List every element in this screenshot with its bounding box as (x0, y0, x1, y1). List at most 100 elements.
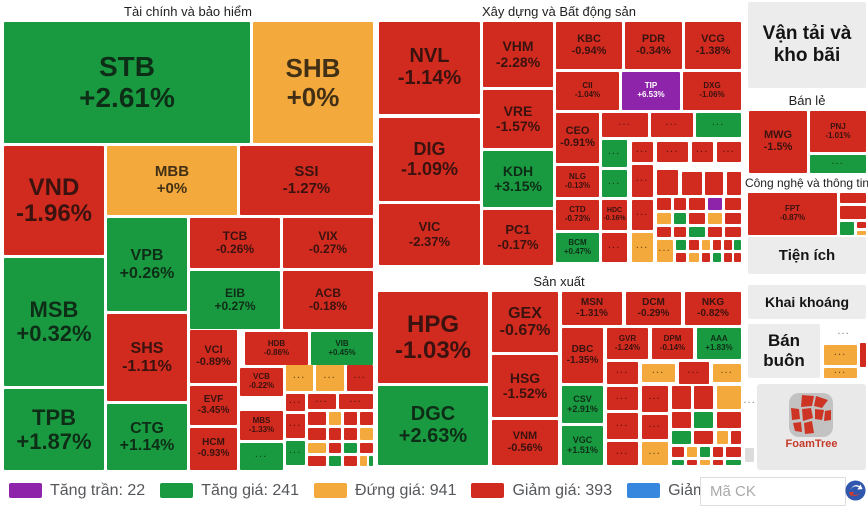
sector-panel-khai-khoáng[interactable]: Khai khoáng (748, 285, 866, 319)
tile-small[interactable] (676, 240, 686, 250)
tile-SSI[interactable]: SSI -1.27% (240, 146, 373, 215)
tile-small[interactable] (360, 412, 373, 425)
tile-small[interactable] (694, 412, 713, 428)
tile-small[interactable] (724, 253, 732, 262)
tile-more[interactable]: ··· (744, 395, 756, 411)
tile-small[interactable] (674, 227, 686, 237)
tile-small[interactable] (840, 206, 866, 219)
tile-DBC[interactable]: DBC -1.35% (562, 328, 603, 383)
tile-small[interactable] (724, 240, 732, 250)
tile-small[interactable] (329, 428, 341, 440)
tile-small[interactable] (860, 343, 866, 367)
tile-small[interactable] (713, 240, 721, 250)
tile-small[interactable] (708, 227, 722, 237)
tile-VGC[interactable]: VGC +1.51% (562, 426, 603, 465)
tile-more[interactable]: ··· (607, 413, 638, 439)
tile-VCI[interactable]: VCI -0.89% (190, 330, 237, 383)
tile-HSG[interactable]: HSG -1.52% (492, 355, 558, 417)
tile-small[interactable] (689, 253, 699, 262)
tile-more[interactable]: ··· (824, 345, 857, 365)
tile-FPT[interactable]: FPT -0.87% (748, 193, 837, 235)
tile-more[interactable]: ··· (602, 170, 627, 197)
tile-small[interactable] (329, 443, 341, 453)
tile-small[interactable] (717, 412, 741, 428)
tile-STB[interactable]: STB +2.61% (4, 22, 250, 143)
tile-VRE[interactable]: VRE -1.57% (483, 90, 553, 148)
tile-more[interactable]: ··· (632, 142, 653, 162)
tile-more[interactable]: ··· (632, 165, 653, 197)
tile-ACB[interactable]: ACB -0.18% (283, 271, 373, 329)
tile-SHB[interactable]: SHB +0% (253, 22, 373, 143)
tile-small[interactable] (713, 253, 721, 262)
tile-MWG[interactable]: MWG -1.5% (749, 111, 807, 173)
tile-small[interactable] (694, 386, 713, 409)
tile-small[interactable] (689, 240, 699, 250)
tile-VIB[interactable]: VIB +0.45% (311, 332, 373, 365)
tile-small[interactable] (657, 227, 671, 237)
tile-SHS[interactable]: SHS -1.11% (107, 314, 187, 401)
sector-panel-bán-buôn[interactable]: Bán buôn (748, 324, 820, 378)
tile-more[interactable]: ··· (696, 113, 741, 137)
tile-more[interactable]: ··· (339, 394, 373, 409)
tile-small[interactable] (725, 198, 741, 210)
tile-MSB[interactable]: MSB +0.32% (4, 258, 104, 386)
tile-more[interactable]: ··· (607, 442, 638, 465)
tile-small[interactable] (672, 460, 684, 465)
tile-KDH[interactable]: KDH +3.15% (483, 151, 553, 207)
tile-more[interactable]: ··· (286, 365, 313, 391)
tile-more[interactable]: ··· (824, 368, 857, 378)
tile-more[interactable]: ··· (286, 414, 305, 438)
tile-small[interactable] (745, 448, 754, 462)
tile-small[interactable] (360, 456, 367, 466)
tile-small[interactable] (657, 170, 678, 195)
tile-small[interactable] (857, 231, 866, 235)
tile-small[interactable] (700, 447, 710, 457)
tile-VHM[interactable]: VHM -2.28% (483, 22, 553, 87)
tile-GEX[interactable]: GEX -0.67% (492, 292, 558, 352)
tile-DPM[interactable]: DPM -0.14% (652, 328, 693, 359)
tile-small[interactable] (360, 443, 373, 453)
tile-small[interactable] (672, 386, 691, 409)
tile-VIX[interactable]: VIX -0.27% (283, 218, 373, 268)
tile-more[interactable]: ··· (657, 142, 688, 162)
sector-panel-tiện-ích[interactable]: Tiện ích (748, 237, 866, 274)
tile-NVL[interactable]: NVL -1.14% (379, 22, 480, 114)
tile-small[interactable] (344, 456, 357, 466)
tile-small[interactable] (308, 412, 326, 425)
tile-small[interactable] (674, 213, 686, 224)
tile-VIC[interactable]: VIC -2.37% (379, 204, 480, 265)
tile-AAA[interactable]: AAA +1.83% (697, 328, 741, 359)
tile-PDR[interactable]: PDR -0.34% (625, 22, 682, 69)
tile-HDC[interactable]: HDC -0.16% (602, 200, 627, 230)
tile-more[interactable]: ··· (607, 387, 638, 410)
tile-VCB[interactable]: VCB -0.22% (240, 368, 283, 396)
tile-CTD[interactable]: CTD -0.73% (556, 200, 599, 230)
tile-small[interactable] (734, 253, 741, 262)
tile-small[interactable] (308, 443, 326, 453)
tile-DCM[interactable]: DCM -0.29% (626, 292, 681, 325)
tile-more[interactable]: ··· (308, 394, 336, 409)
tile-CTG[interactable]: CTG +1.14% (107, 404, 187, 470)
tile-MBB[interactable]: MBB +0% (107, 146, 237, 215)
foamtree-branding-panel[interactable]: FoamTree (757, 384, 866, 470)
tile-CSV[interactable]: CSV +2.91% (562, 386, 603, 423)
tile-more[interactable]: ··· (286, 394, 305, 411)
tile-small[interactable] (689, 227, 705, 237)
tile-more[interactable]: ··· (822, 327, 866, 341)
tile-EIB[interactable]: EIB +0.27% (190, 271, 280, 329)
tile-small[interactable] (689, 198, 705, 210)
tile-TIP[interactable]: TIP +6.53% (622, 72, 680, 110)
tile-HPG[interactable]: HPG -1.03% (378, 292, 488, 383)
tile-VND[interactable]: VND -1.96% (4, 146, 104, 255)
tile-HCM[interactable]: HCM -0.93% (190, 428, 237, 470)
tile-KBC[interactable]: KBC -0.94% (556, 22, 622, 69)
tile-PNJ[interactable]: PNJ -1.01% (810, 111, 866, 152)
tile-NLG[interactable]: NLG -0.13% (556, 166, 599, 197)
tile-small[interactable] (329, 456, 341, 466)
tile-more[interactable]: ··· (679, 362, 709, 384)
tile-more[interactable]: ··· (642, 442, 668, 465)
tile-more[interactable]: ··· (286, 441, 305, 465)
tile-small[interactable] (672, 431, 691, 444)
tile-more[interactable]: ··· (602, 140, 627, 167)
tile-more[interactable]: ··· (642, 415, 668, 439)
